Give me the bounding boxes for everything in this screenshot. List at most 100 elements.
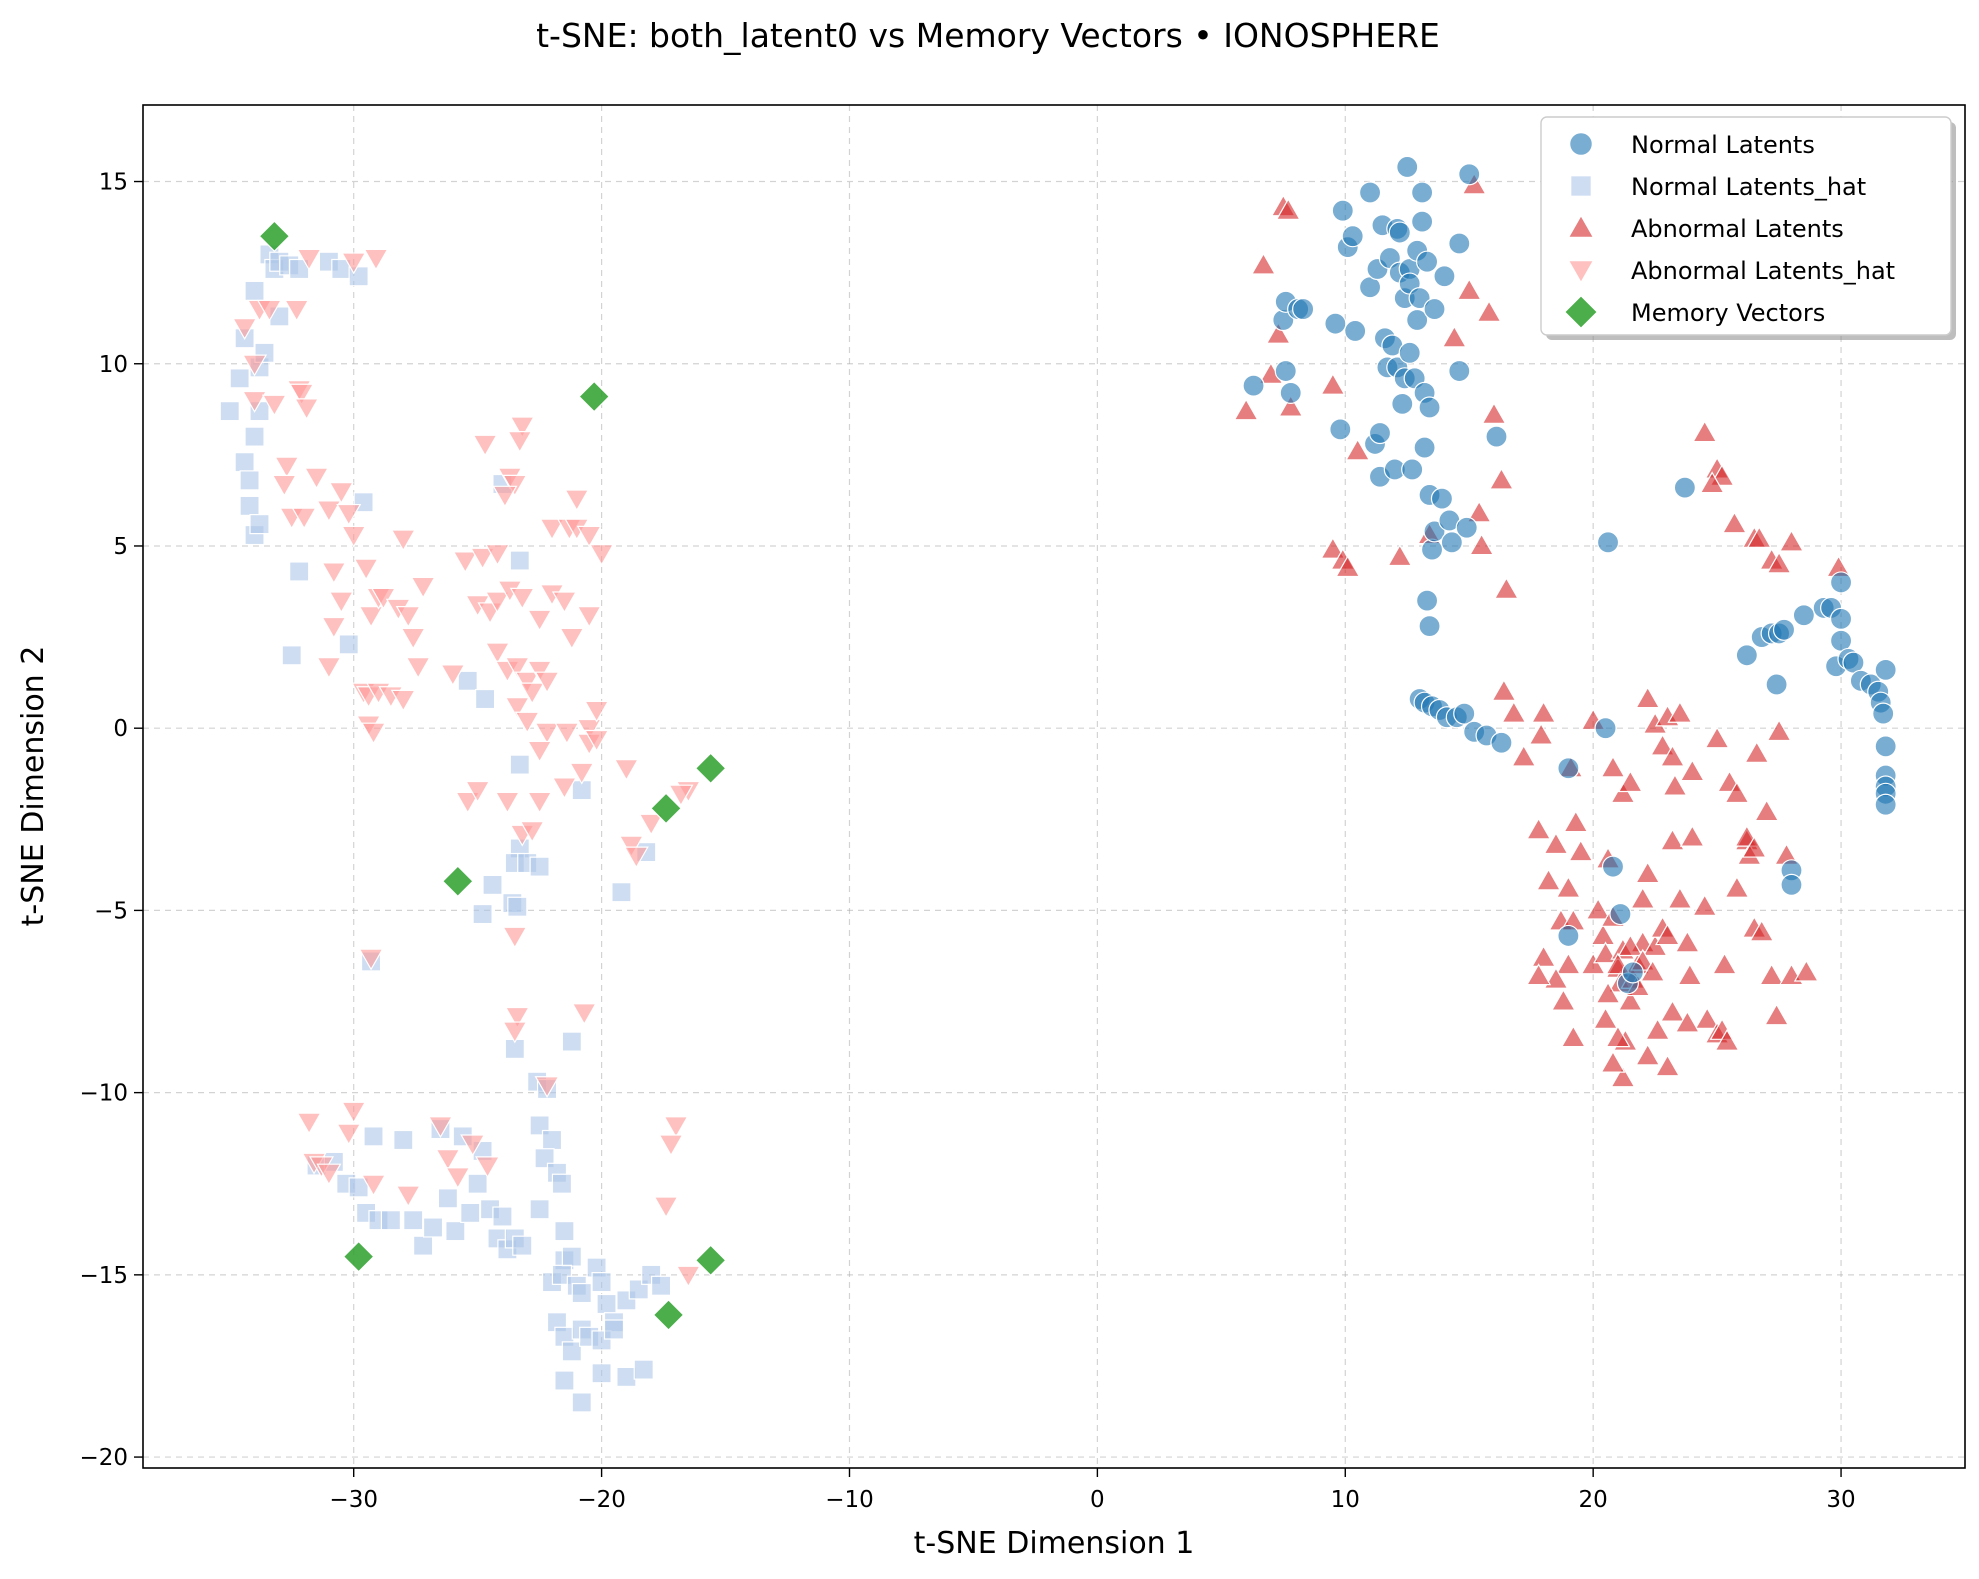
legend-label: Normal Latents_hat bbox=[1631, 173, 1866, 201]
data-point bbox=[514, 671, 540, 694]
data-point bbox=[1250, 252, 1277, 275]
data-point bbox=[1667, 700, 1693, 723]
data-point bbox=[571, 1392, 592, 1413]
data-point bbox=[1635, 1043, 1661, 1066]
series-normal-latents-hat bbox=[219, 244, 672, 1413]
data-point bbox=[576, 718, 602, 741]
data-point bbox=[321, 562, 347, 585]
data-point bbox=[1292, 297, 1315, 321]
data-point bbox=[1590, 923, 1616, 946]
data-point bbox=[551, 777, 577, 800]
data-point bbox=[1659, 999, 1686, 1022]
data-point bbox=[1242, 374, 1265, 397]
data-point bbox=[1667, 886, 1693, 909]
data-point bbox=[1724, 781, 1750, 804]
data-point bbox=[1550, 988, 1576, 1011]
data-point bbox=[1772, 618, 1796, 641]
data-point bbox=[658, 1134, 684, 1157]
data-point bbox=[1398, 341, 1421, 364]
x-tick-label: 30 bbox=[1826, 1487, 1855, 1513]
data-point bbox=[1441, 325, 1467, 348]
data-point bbox=[475, 1156, 501, 1179]
data-point bbox=[1674, 1010, 1700, 1033]
data-point bbox=[1265, 321, 1291, 344]
data-point bbox=[1754, 799, 1780, 822]
data-point bbox=[1600, 755, 1626, 778]
data-point bbox=[1448, 359, 1471, 383]
data-point bbox=[514, 711, 540, 734]
data-point bbox=[653, 1196, 679, 1219]
legend-label: Abnormal Latents bbox=[1631, 215, 1844, 243]
legend-marker bbox=[1563, 294, 1599, 330]
data-point bbox=[219, 401, 240, 422]
data-point bbox=[504, 657, 530, 679]
data-point bbox=[1485, 425, 1508, 448]
chart-title: t-SNE: both_latent0 vs Memory Vectors • … bbox=[536, 16, 1440, 55]
data-point bbox=[616, 1366, 637, 1387]
data-point bbox=[1420, 538, 1444, 561]
data-point bbox=[492, 1206, 513, 1227]
data-point bbox=[694, 752, 727, 785]
data-point bbox=[1735, 644, 1758, 667]
data-point bbox=[551, 591, 577, 614]
data-point bbox=[1531, 700, 1557, 723]
data-point bbox=[395, 1185, 421, 1208]
data-point bbox=[303, 467, 330, 490]
data-point bbox=[465, 780, 491, 803]
data-point bbox=[1476, 300, 1502, 322]
data-point bbox=[1279, 381, 1302, 405]
data-point bbox=[261, 394, 287, 417]
x-tick-label: 0 bbox=[1090, 1487, 1105, 1513]
data-point bbox=[1617, 934, 1643, 957]
data-point bbox=[457, 670, 478, 691]
legend-box bbox=[1540, 116, 1952, 336]
data-point bbox=[395, 605, 421, 628]
y-tick-label: −5 bbox=[94, 898, 128, 924]
data-point bbox=[1746, 525, 1772, 548]
data-point bbox=[1458, 163, 1481, 186]
data-point bbox=[1721, 511, 1747, 534]
data-point bbox=[1560, 1025, 1586, 1048]
data-point bbox=[289, 561, 310, 582]
data-point bbox=[1388, 221, 1411, 244]
data-point bbox=[603, 1319, 625, 1340]
data-point bbox=[294, 398, 320, 421]
data-point bbox=[474, 688, 496, 710]
data-point bbox=[328, 591, 354, 614]
data-point bbox=[534, 722, 560, 745]
y-axis-label: t-SNE Dimension 2 bbox=[16, 646, 51, 927]
legend: Normal Latents Normal Latents_hat Abnormal… bbox=[1540, 116, 1956, 340]
y-tick-label: −10 bbox=[79, 1081, 128, 1107]
data-point bbox=[1501, 700, 1527, 723]
data-point bbox=[316, 657, 342, 679]
data-point bbox=[472, 903, 493, 925]
data-point bbox=[559, 627, 585, 650]
data-point bbox=[271, 474, 297, 497]
data-point bbox=[1329, 418, 1352, 441]
data-point bbox=[363, 1126, 384, 1147]
data-point bbox=[281, 645, 302, 666]
data-point bbox=[1642, 934, 1668, 957]
data-point bbox=[509, 754, 530, 775]
data-point bbox=[1829, 607, 1853, 630]
data-point bbox=[1368, 421, 1392, 445]
legend-label: Abnormal Latents_hat bbox=[1631, 257, 1895, 285]
data-point bbox=[460, 1134, 486, 1157]
data-point bbox=[1415, 250, 1439, 273]
data-point bbox=[1433, 265, 1456, 288]
data-point bbox=[650, 792, 682, 825]
series-abnormal-latents bbox=[1233, 172, 1852, 1088]
data-point bbox=[316, 500, 342, 523]
data-point bbox=[274, 456, 300, 479]
data-point bbox=[492, 485, 518, 508]
data-point bbox=[1466, 500, 1492, 523]
data-point bbox=[445, 1221, 466, 1242]
data-point bbox=[527, 660, 553, 683]
data-point bbox=[1344, 319, 1367, 343]
data-point bbox=[1654, 1054, 1681, 1077]
data-point bbox=[519, 821, 545, 843]
data-point bbox=[541, 1129, 563, 1151]
data-point bbox=[551, 1264, 573, 1285]
data-point bbox=[1536, 868, 1562, 891]
data-point bbox=[1662, 773, 1688, 796]
